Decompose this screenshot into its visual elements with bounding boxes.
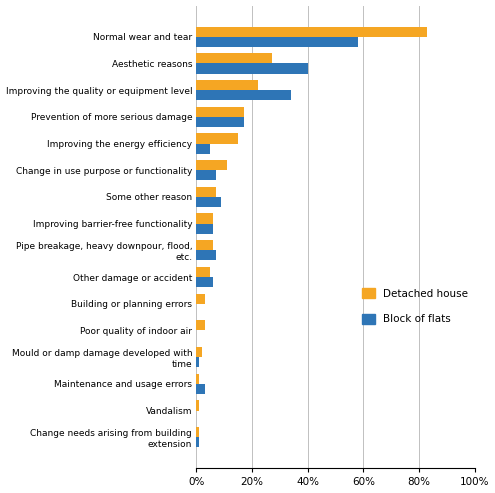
Bar (197, 134, 238, 143)
Bar (197, 240, 213, 250)
Bar (197, 213, 213, 224)
Bar (197, 53, 271, 64)
Legend: Detached house, Block of flats: Detached house, Block of flats (358, 284, 472, 329)
Bar (197, 170, 216, 180)
Bar (197, 267, 210, 277)
Bar (197, 37, 358, 47)
Bar (197, 374, 199, 384)
Bar (197, 80, 257, 90)
Bar (197, 117, 244, 127)
Bar (197, 90, 291, 100)
Bar (197, 320, 205, 330)
Bar (197, 106, 244, 117)
Bar (197, 143, 210, 154)
Bar (197, 347, 202, 357)
Bar (197, 427, 199, 437)
Bar (197, 277, 213, 287)
Bar (197, 294, 205, 304)
Bar (197, 27, 427, 37)
Bar (197, 64, 308, 73)
Bar (197, 224, 213, 234)
Bar (197, 160, 227, 170)
Bar (197, 197, 221, 207)
Bar (197, 357, 199, 367)
Bar (197, 400, 199, 411)
Bar (197, 437, 199, 447)
Bar (197, 187, 216, 197)
Bar (197, 250, 216, 260)
Bar (197, 384, 205, 394)
